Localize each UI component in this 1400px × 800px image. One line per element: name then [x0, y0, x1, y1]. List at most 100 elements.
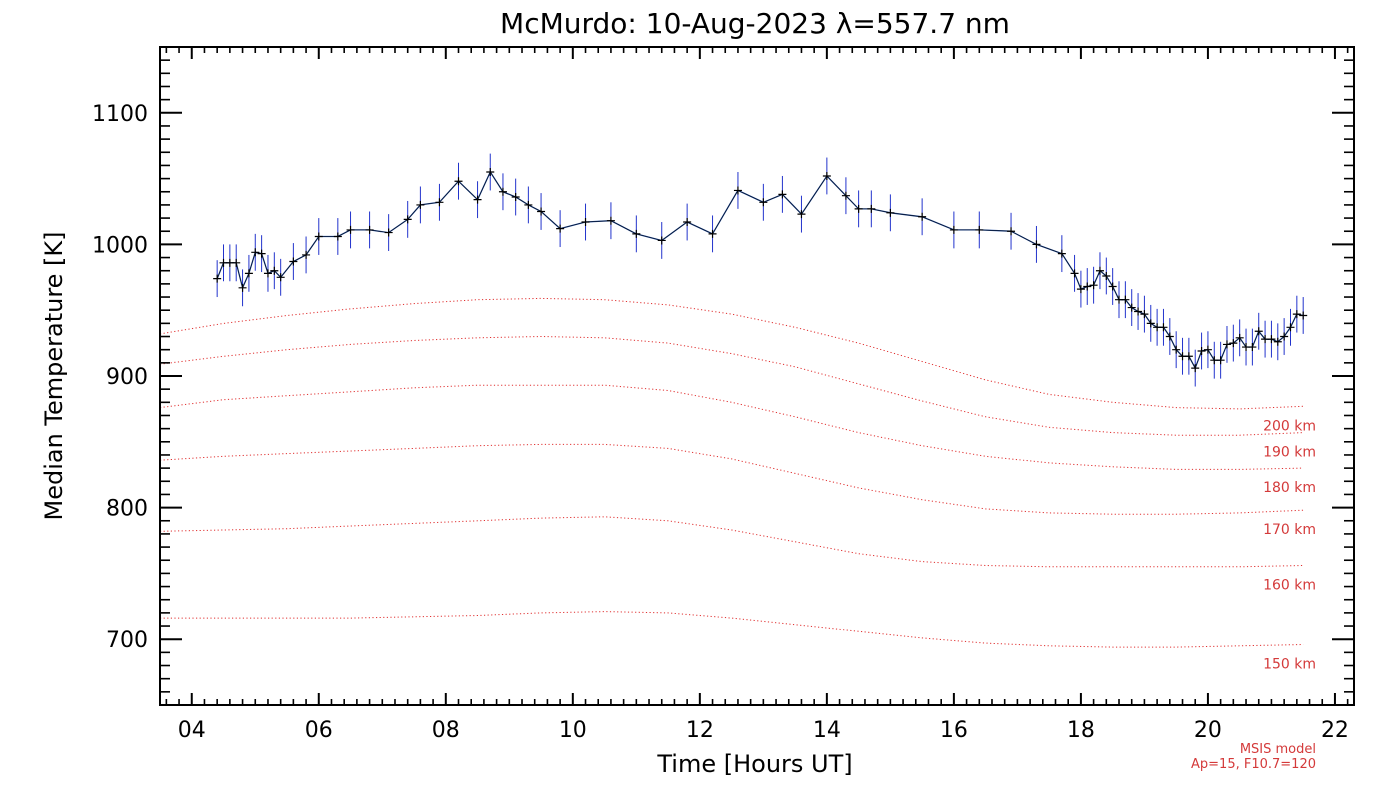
x-tick-label: 22	[1321, 718, 1349, 743]
x-tick-label: 16	[940, 718, 968, 743]
data-point	[1108, 282, 1117, 291]
data-point	[1102, 271, 1111, 280]
x-tick-label: 14	[813, 718, 841, 743]
msis-curve-label: 160 km	[1263, 578, 1316, 594]
msis-note-line2: Ap=15, F10.7=120	[1191, 757, 1316, 772]
data-point	[975, 225, 984, 234]
axes-layer: 04 06 08 10 12 14 16 18 20 22 700 800 900 1000 1100	[92, 46, 1354, 743]
msis-curve	[159, 384, 1304, 470]
data-point	[1222, 340, 1231, 349]
data-point	[454, 177, 463, 186]
msis-curve-label: 180 km	[1263, 480, 1316, 496]
data-point	[759, 198, 768, 207]
x-tick-label: 18	[1067, 718, 1095, 743]
data-point	[949, 225, 958, 234]
data-point	[1286, 323, 1295, 332]
y-tick-label: 900	[106, 365, 148, 390]
data-point	[1070, 269, 1079, 278]
msis-note-line1: MSIS model	[1240, 742, 1316, 757]
data-point	[1248, 343, 1257, 352]
data-point	[251, 248, 260, 257]
data-point	[1076, 285, 1085, 294]
x-tick-label: 12	[686, 718, 714, 743]
data-point	[1254, 327, 1263, 336]
x-tick-label: 20	[1194, 718, 1222, 743]
x-tick-label: 10	[559, 718, 587, 743]
data-point	[854, 204, 863, 213]
data-point	[263, 269, 272, 278]
data-point	[1140, 310, 1149, 319]
data-point	[1280, 332, 1289, 341]
data-point	[581, 218, 590, 227]
msis-model-layer	[159, 297, 1304, 648]
x-tick-label: 08	[432, 718, 460, 743]
data-point	[1292, 310, 1301, 319]
data-point	[841, 191, 850, 200]
data-point	[606, 216, 615, 225]
data-point	[886, 208, 895, 217]
data-point	[238, 283, 247, 292]
smoothed-line	[216, 170, 1304, 370]
msis-curve-label: 150 km	[1263, 656, 1316, 672]
y-tick-label: 800	[106, 497, 148, 522]
data-point	[1083, 282, 1092, 291]
data-point	[1057, 249, 1066, 258]
data-point	[733, 186, 742, 195]
plot-frame	[159, 46, 1355, 706]
data-point	[1165, 332, 1174, 341]
data-point	[289, 257, 298, 266]
x-tick-label: 06	[305, 718, 333, 743]
data-point	[1127, 303, 1136, 312]
data-point	[822, 171, 831, 180]
data-point	[1089, 281, 1098, 290]
data-point	[314, 232, 323, 241]
msis-curve-label: 190 km	[1263, 445, 1316, 461]
data-point	[276, 273, 285, 282]
data-point	[1203, 345, 1212, 354]
measured-data-layer	[213, 153, 1308, 387]
data-point	[683, 218, 692, 227]
chart-title: McMurdo: 10-Aug-2023 λ=557.7 nm	[500, 7, 1010, 40]
data-point	[244, 269, 253, 278]
data-point	[1216, 356, 1225, 365]
data-point	[232, 258, 241, 267]
model-labels-layer: 200 km 190 km 180 km 170 km 160 km 150 km	[1263, 418, 1316, 672]
data-point	[556, 224, 565, 233]
data-point	[1229, 339, 1238, 348]
y-tick-label: 1100	[92, 102, 148, 127]
msis-curve-label: 170 km	[1263, 522, 1316, 538]
y-axis-label: Median Temperature [K]	[40, 231, 68, 520]
data-point	[1121, 295, 1130, 304]
data-point	[1184, 352, 1193, 361]
data-point	[1095, 266, 1104, 275]
data-point	[1273, 337, 1282, 346]
data-point	[632, 229, 641, 238]
x-tick-label: 04	[178, 718, 206, 743]
data-point	[333, 232, 342, 241]
msis-curve	[159, 516, 1304, 568]
y-tick-label: 1000	[92, 233, 148, 258]
msis-curve	[160, 611, 1304, 648]
data-point	[1032, 240, 1041, 249]
data-point	[403, 215, 412, 224]
msis-curve	[159, 443, 1304, 515]
msis-curve-label: 200 km	[1263, 418, 1316, 434]
data-point	[537, 207, 546, 216]
x-axis-label: Time [Hours UT]	[656, 750, 852, 778]
data-point	[1134, 307, 1143, 316]
data-point	[918, 212, 927, 221]
data-point	[473, 195, 482, 204]
data-point	[1172, 345, 1181, 354]
data-point	[346, 225, 355, 234]
data-point	[1007, 227, 1016, 236]
data-point	[435, 198, 444, 207]
data-point	[1159, 323, 1168, 332]
data-point	[708, 229, 717, 238]
data-point	[257, 249, 266, 258]
data-point	[657, 236, 666, 245]
data-point	[778, 190, 787, 199]
data-point	[1267, 335, 1276, 344]
data-point	[1146, 319, 1155, 328]
data-point	[1299, 311, 1308, 320]
